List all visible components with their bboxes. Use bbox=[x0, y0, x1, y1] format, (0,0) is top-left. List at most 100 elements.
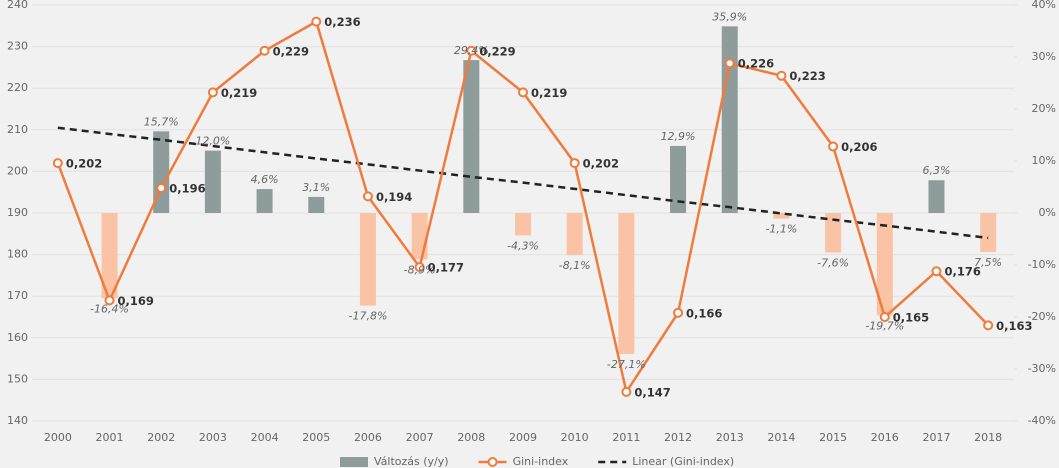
bar bbox=[515, 213, 531, 236]
y-tick-label: 190 bbox=[7, 206, 28, 219]
y-tick-label: 220 bbox=[7, 81, 28, 94]
x-tick-label: 2004 bbox=[251, 431, 279, 444]
bar-label: -19,7% bbox=[865, 319, 904, 332]
gini-label: 0,202 bbox=[583, 157, 619, 171]
gini-point bbox=[311, 16, 322, 27]
gini-label: 0,169 bbox=[118, 294, 154, 308]
x-tick-label: 2015 bbox=[819, 431, 847, 444]
bar bbox=[876, 213, 893, 316]
bar-label: -8,1% bbox=[559, 259, 591, 272]
y-tick-label: 210 bbox=[7, 123, 28, 136]
gini-label: 0,226 bbox=[738, 57, 774, 71]
bar-label: -7,6% bbox=[817, 257, 849, 270]
y-tick-label: 170 bbox=[7, 289, 28, 302]
gini-point bbox=[828, 141, 839, 152]
x-tick-label: 2011 bbox=[612, 431, 640, 444]
y-tick-label: 160 bbox=[7, 331, 28, 344]
bar-label: -27,1% bbox=[607, 358, 646, 371]
gini-point bbox=[466, 45, 477, 56]
bar-label: 7,5% bbox=[974, 256, 1002, 269]
y-tick-label: 200 bbox=[7, 164, 28, 177]
bar bbox=[825, 213, 842, 253]
x-tick-label: 2008 bbox=[457, 431, 485, 444]
y2-tick-label: 30% bbox=[1032, 50, 1056, 63]
gini-label: 0,202 bbox=[66, 157, 102, 171]
gini-label: 0,219 bbox=[221, 86, 257, 100]
gini-point bbox=[621, 386, 632, 397]
legend-label: Linear (Gini-index) bbox=[632, 455, 734, 468]
y2-tick-label: 40% bbox=[1032, 0, 1056, 11]
bar-label: 12,9% bbox=[661, 130, 696, 143]
bar bbox=[773, 213, 790, 219]
x-tick-label: 2007 bbox=[406, 431, 434, 444]
bar bbox=[101, 213, 118, 299]
bar bbox=[308, 196, 325, 213]
y2-tick-label: 10% bbox=[1032, 154, 1056, 167]
gini-label: 0,229 bbox=[273, 44, 309, 58]
gini-label: 0,206 bbox=[841, 140, 877, 154]
gini-point bbox=[362, 191, 373, 202]
y-tick-label: 150 bbox=[7, 372, 28, 385]
gini-point bbox=[414, 262, 425, 273]
gini-point bbox=[879, 312, 890, 322]
y2-tick-label: -20% bbox=[1028, 310, 1056, 323]
bar bbox=[928, 180, 945, 213]
y-tick-label: 240 bbox=[7, 0, 28, 11]
x-tick-label: 2018 bbox=[974, 431, 1002, 444]
gini-point bbox=[569, 158, 580, 169]
bar bbox=[980, 213, 997, 252]
gini-point bbox=[207, 87, 218, 98]
bar bbox=[204, 150, 221, 213]
gini-label: 0,229 bbox=[479, 44, 515, 58]
bar-label: 15,7% bbox=[144, 115, 179, 128]
gini-label: 0,147 bbox=[634, 385, 670, 399]
gini-point bbox=[724, 58, 735, 69]
bar-label: 4,6% bbox=[251, 173, 279, 186]
bar-label: 3,1% bbox=[302, 181, 330, 194]
x-tick-label: 2001 bbox=[96, 431, 124, 444]
gini-label: 0,163 bbox=[996, 319, 1032, 333]
y2-tick-label: -40% bbox=[1028, 414, 1056, 427]
bar-label: -4,3% bbox=[507, 239, 539, 252]
gini-point bbox=[776, 70, 787, 81]
x-tick-label: 2016 bbox=[871, 431, 899, 444]
bar-label: 29,4% bbox=[454, 44, 489, 57]
gini-point bbox=[259, 45, 270, 56]
x-tick-label: 2003 bbox=[199, 431, 227, 444]
bar bbox=[256, 189, 273, 213]
gini-point bbox=[104, 295, 115, 306]
bar-label: 6,3% bbox=[922, 164, 950, 177]
x-tick-label: 2012 bbox=[664, 431, 692, 444]
bar bbox=[153, 131, 170, 213]
legend-swatch bbox=[340, 457, 368, 467]
y2-tick-label: -30% bbox=[1028, 362, 1056, 375]
bar bbox=[359, 213, 376, 306]
x-tick-label: 2010 bbox=[561, 431, 589, 444]
bar bbox=[463, 60, 480, 214]
gini-label: 0,196 bbox=[169, 182, 205, 196]
bar bbox=[721, 26, 738, 213]
bar bbox=[670, 145, 687, 213]
y-tick-label: 140 bbox=[7, 414, 28, 427]
x-tick-label: 2000 bbox=[44, 431, 72, 444]
y2-tick-label: 20% bbox=[1032, 102, 1056, 115]
bar-label: 35,9% bbox=[712, 10, 747, 23]
bar-label: 12,0% bbox=[195, 135, 230, 148]
legend-label: Gini-index bbox=[513, 455, 569, 468]
x-tick-label: 2013 bbox=[716, 431, 744, 444]
gini-point bbox=[52, 158, 63, 169]
gini-point bbox=[156, 183, 167, 194]
gini-point bbox=[518, 87, 528, 98]
x-tick-label: 2017 bbox=[922, 431, 950, 444]
bar-label: -17,8% bbox=[348, 310, 387, 323]
x-tick-label: 2014 bbox=[767, 431, 795, 444]
gini-label: 0,219 bbox=[531, 86, 567, 100]
bar bbox=[618, 213, 635, 354]
bar-label: -16,4% bbox=[90, 302, 129, 315]
bar-label: -8,9% bbox=[404, 263, 436, 276]
legend-label: Változás (y/y) bbox=[374, 455, 449, 468]
gini-label: 0,194 bbox=[376, 190, 412, 204]
bar bbox=[566, 213, 583, 256]
